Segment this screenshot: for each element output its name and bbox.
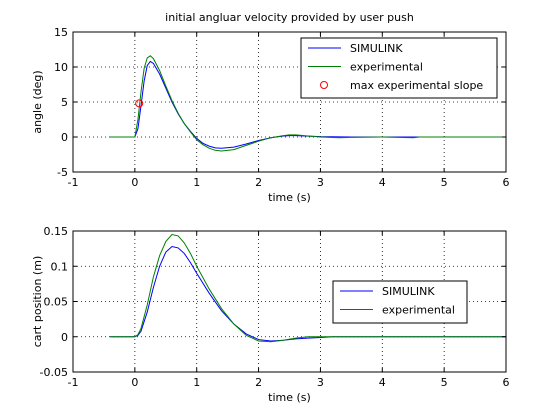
x-tick-label: 0 <box>131 176 138 189</box>
y-tick-label: 5 <box>61 96 68 109</box>
legend-label: experimental <box>350 61 423 74</box>
y-tick-label: 0.05 <box>44 296 69 309</box>
x-tick-label: 3 <box>317 376 324 389</box>
x-tick-label: 3 <box>317 176 324 189</box>
x-tick-label: -1 <box>68 376 79 389</box>
y-axis-label: angle (deg) <box>31 70 44 133</box>
series-line-simulink <box>110 245 506 342</box>
x-tick-label: 4 <box>379 376 386 389</box>
legend-label: max experimental slope <box>350 79 483 92</box>
legend: SIMULINK experimental <box>332 280 468 324</box>
y-axis-label: cart position (m) <box>31 256 44 348</box>
x-tick-label: 2 <box>255 176 262 189</box>
y-tick-label: -5 <box>57 166 68 179</box>
y-tick-label: 0 <box>61 131 68 144</box>
cart-position-subplot: -1 0 1 2 3 4 5 6 -0.05 0 0.05 0.1 0.15 time (s) cart p… <box>31 225 510 404</box>
x-axis-label: time (s) <box>268 191 311 204</box>
x-tick-label: 1 <box>193 176 200 189</box>
x-axis-label: time (s) <box>268 391 311 404</box>
x-tick-label: 5 <box>441 376 448 389</box>
y-tick-label: 10 <box>54 61 68 74</box>
legend: SIMULINK experimental max experimental slo… <box>300 37 498 99</box>
chart-title: initial angluar velocity provided by use… <box>165 11 414 24</box>
legend-label: SIMULINK <box>350 42 403 55</box>
legend-marker <box>320 81 328 89</box>
y-tick-label: 0 <box>61 331 68 344</box>
y-tick-label: 15 <box>54 26 68 39</box>
x-tick-label: 2 <box>255 376 262 389</box>
x-tick-label: 6 <box>503 376 510 389</box>
series-line-experimental <box>110 233 506 343</box>
x-tick-label: 6 <box>503 176 510 189</box>
y-tick-label: -0.05 <box>40 366 68 379</box>
angle-subplot: -1 0 1 2 3 4 5 6 -5 0 5 10 15 time (s) angle (deg) init… <box>31 11 510 204</box>
marker-max-experimental-slope <box>135 99 144 108</box>
x-tick-label: 4 <box>379 176 386 189</box>
legend-label: SIMULINK <box>382 285 435 298</box>
x-tick-label: 5 <box>441 176 448 189</box>
y-tick-label: 0.15 <box>44 225 69 238</box>
series-line-experimental <box>110 55 506 152</box>
x-tick-label: -1 <box>68 176 79 189</box>
legend-box <box>332 280 468 324</box>
x-tick-label: 1 <box>193 376 200 389</box>
y-tick-label: 0.1 <box>51 260 69 273</box>
x-tick-label: 0 <box>131 376 138 389</box>
legend-label: experimental <box>382 304 455 317</box>
